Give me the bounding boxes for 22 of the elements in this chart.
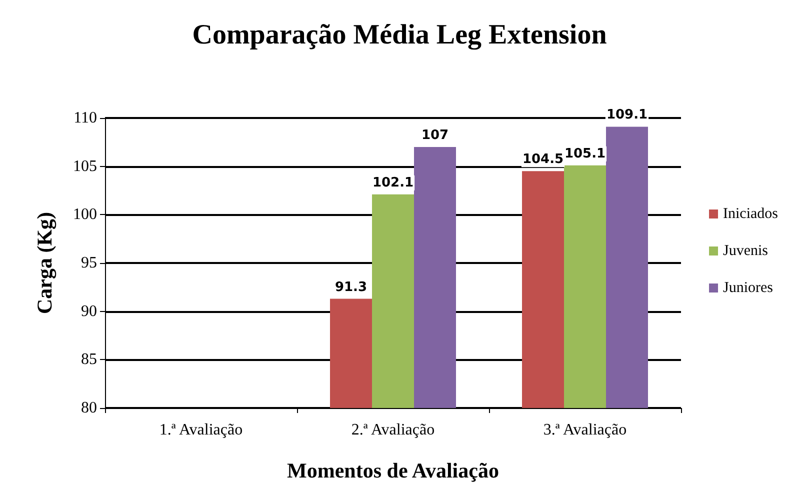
y-tick-label: 105 <box>73 158 97 175</box>
x-tick-label: 1.ª Avaliação <box>159 422 243 438</box>
legend-label: Iniciados <box>723 206 778 222</box>
data-label: 109.1 <box>606 108 648 123</box>
data-label: 102.1 <box>372 175 414 190</box>
legend-label: Juniores <box>723 280 774 296</box>
data-label: 105.1 <box>564 146 606 162</box>
x-axis-title: Momentos de Avaliação <box>287 458 499 482</box>
y-tick-label: 110 <box>74 110 97 126</box>
data-label: 107 <box>421 128 449 143</box>
x-tick-label: 2.ª Avaliação <box>351 422 435 438</box>
x-tick-label: 3.ª Avaliação <box>543 422 627 438</box>
y-axis-title: Carga (Kg) <box>32 212 56 314</box>
data-label: 91.3 <box>334 280 368 295</box>
y-tick-label: 95 <box>81 254 97 272</box>
y-tick-label: 85 <box>81 351 97 368</box>
y-tick-label: 100 <box>73 206 97 224</box>
y-tick-label: 90 <box>81 302 97 320</box>
legend-label: Juvenis <box>723 243 768 259</box>
chart-title: Comparação Média Leg Extension <box>192 20 608 50</box>
y-tick-label: 80 <box>81 400 97 416</box>
data-label: 104.5 <box>522 152 564 168</box>
